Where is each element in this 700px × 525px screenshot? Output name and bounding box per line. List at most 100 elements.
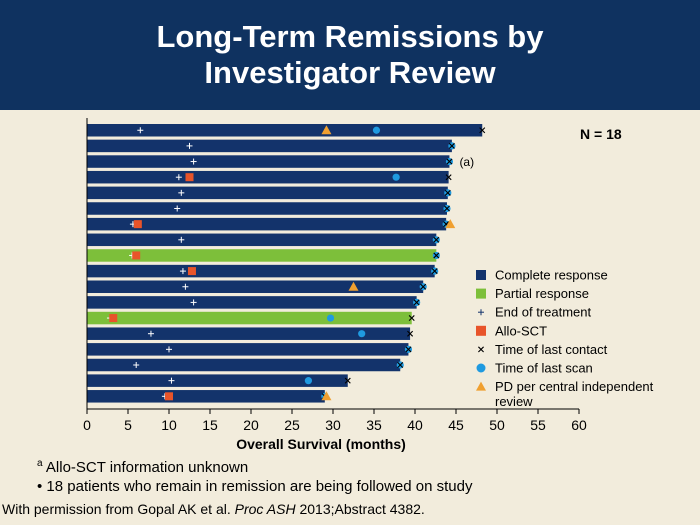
legend-item-last-contact: Time of last contact [478,342,608,357]
footnote-a-text: Allo-SCT information unknown [45,459,249,476]
x-tick-label: 5 [124,417,132,433]
x-tick-label: 25 [284,417,300,433]
allo-sct-marker [165,392,173,401]
x-axis-title: Overall Survival (months) [236,436,406,452]
legend-label: PD per central independent review [495,379,654,409]
legend-circle-icon [476,363,486,373]
patient-bar [87,170,449,184]
end-of-treatment-marker [190,299,197,306]
legend-label: Partial response [495,286,589,301]
bars-layer [87,124,483,403]
pd-marker [321,125,332,135]
last-contact-marker [420,283,427,290]
legend-swatch [476,270,486,280]
end-of-treatment-marker [166,346,172,353]
allo-sct-marker [132,251,141,260]
legend-label: Allo-SCT [495,323,547,338]
legend-label: Complete response [495,268,608,283]
patient-bar [87,233,437,247]
x-tick-label: 0 [83,417,91,433]
last-contact-marker [413,299,420,306]
legend-swatch [476,288,486,299]
citation: With permission from Gopal AK et al. Pro… [2,501,425,517]
end-of-treatment-marker [175,174,182,181]
last-contact-marker [407,330,414,337]
last-contact-marker [344,377,351,384]
legend-label: Time of last scan [495,361,593,376]
footnote-reference: (a) [459,155,474,169]
last-contact-marker [405,346,412,353]
patient-bar [87,186,448,200]
last-contact-marker [443,205,450,212]
allo-sct-marker [185,173,194,182]
sample-size-label: N = 18 [580,126,622,142]
x-tick-label: 60 [571,417,587,433]
x-tick-label: 10 [161,417,177,433]
legend-item-pd: PD per central independent review [476,379,654,409]
end-of-treatment-marker [182,283,189,290]
last-contact-marker [433,252,440,259]
citation-prefix: With permission from Gopal AK et al. [2,501,235,517]
end-of-treatment-marker [186,142,193,149]
end-of-treatment-marker [179,268,186,275]
allo-sct-marker [133,220,142,229]
last-contact-marker [479,127,486,134]
last-scan-marker [304,377,312,385]
x-tick-label: 30 [325,417,341,433]
patient-bar [87,217,447,231]
legend-swatch [476,325,486,336]
patient-bar [87,249,437,262]
legend-item-last-scan: Time of last scan [476,361,593,376]
markers-layer: (a) [106,125,486,401]
x-tick-label: 35 [366,417,382,433]
citation-suffix: 2013;Abstract 4382. [295,501,425,517]
patient-bar [87,280,424,293]
legend-item-end-of-treatment: End of treatment [478,305,591,320]
patient-bar [87,139,452,153]
patient-bar [87,390,325,403]
x-axis: 0 5 10 15 20 25 30 35 40 45 50 55 60 Overall Survival… [83,118,587,452]
x-tick-label: 20 [243,417,259,433]
patient-bar [87,327,411,340]
legend-label: Time of last contact [495,342,608,357]
x-tick-label: 55 [530,417,546,433]
end-of-treatment-marker [190,158,197,165]
end-of-treatment-marker [178,236,185,243]
last-contact-marker [445,174,452,181]
end-of-treatment-marker [178,189,185,196]
swimmer-plot: (a) 0 5 10 15 20 25 30 35 40 45 50 55 60 Overall Surv… [83,118,654,452]
legend-x-icon [478,346,484,353]
x-tick-label: 45 [448,417,464,433]
patient-bar [87,264,435,278]
last-scan-marker [372,126,381,134]
last-contact-marker [446,158,453,165]
patient-bar [87,124,483,137]
legend-label: End of treatment [495,305,591,320]
allo-sct-marker [109,314,118,323]
legend-item-complete-response: Complete response [476,268,608,283]
last-contact-marker [444,189,451,196]
legend-triangle-icon [476,381,486,391]
patient-bar [87,202,447,215]
legend: Complete response Partial response End of … [476,268,654,409]
last-scan-marker [358,330,366,338]
legend-item-partial-response: Partial response [476,286,589,301]
patient-bar [87,311,412,325]
end-of-treatment-marker [168,377,175,384]
patient-bar [87,296,417,309]
allo-sct-marker [187,267,196,276]
citation-journal: Proc ASH [234,501,296,517]
slide-title: Long-Term Remissions by Investigator Rev… [156,19,544,90]
end-of-treatment-marker [147,330,154,337]
legend-plus-icon [478,309,484,316]
last-contact-marker [448,142,455,149]
last-contact-marker [397,362,404,368]
footnote-a: a Allo-SCT information unknown [37,458,248,476]
footnote-a-marker: a [37,458,43,469]
last-contact-marker [433,236,440,243]
last-contact-marker [431,268,438,275]
end-of-treatment-marker [133,362,140,368]
patient-bar [87,358,401,372]
patient-bar [87,374,348,387]
patient-bar [87,155,450,168]
